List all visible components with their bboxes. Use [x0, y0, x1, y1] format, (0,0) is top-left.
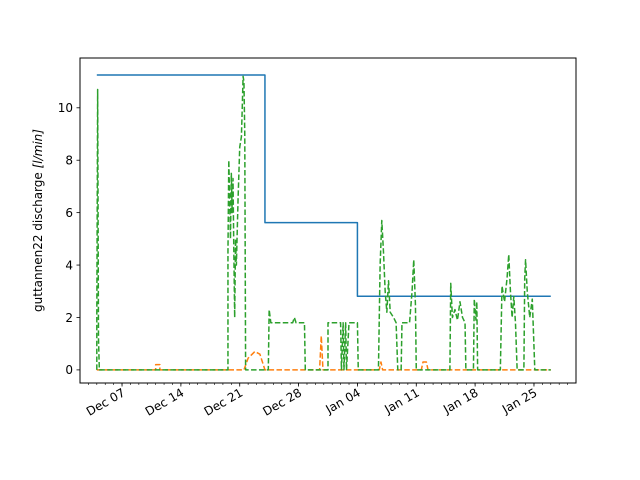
x-ticks: Dec 07 Dec 14 Dec 21 Dec 28 Jan 04 Jan 11 Jan … [84, 383, 539, 419]
y-tick-label: 8 [65, 154, 73, 168]
x-tick-label: Dec 28 [260, 385, 304, 418]
x-tick-label: Dec 07 [84, 385, 128, 418]
axes-frame [79, 57, 577, 384]
y-axis-label-unit: [l/min] [31, 129, 45, 169]
x-tick-label: Dec 21 [202, 385, 246, 418]
y-tick-label: 0 [65, 363, 73, 377]
y-axis-label: guttannen22 discharge [l/min] [31, 129, 45, 312]
y-tick-label: 4 [65, 258, 73, 272]
y-tick-label: 10 [58, 101, 73, 115]
series-line-3 [96, 75, 551, 371]
x-tick-label: Jan 25 [499, 385, 539, 416]
series-line-1 [96, 74, 551, 297]
series-line-2 [96, 335, 551, 371]
series-layer [96, 74, 551, 371]
x-tick-label: Jan 11 [381, 385, 421, 416]
y-tick-label: 6 [65, 206, 73, 220]
x-tick-label: Jan 04 [323, 385, 363, 416]
y-tick-label: 2 [65, 311, 73, 325]
x-tick-label: Jan 18 [440, 385, 480, 416]
y-axis-label-text: guttannen22 discharge [31, 168, 45, 312]
x-tick-label: Dec 14 [143, 385, 187, 418]
x-minor-ticks [88, 383, 568, 385]
y-ticks: 0 2 4 6 8 10 [58, 101, 80, 377]
